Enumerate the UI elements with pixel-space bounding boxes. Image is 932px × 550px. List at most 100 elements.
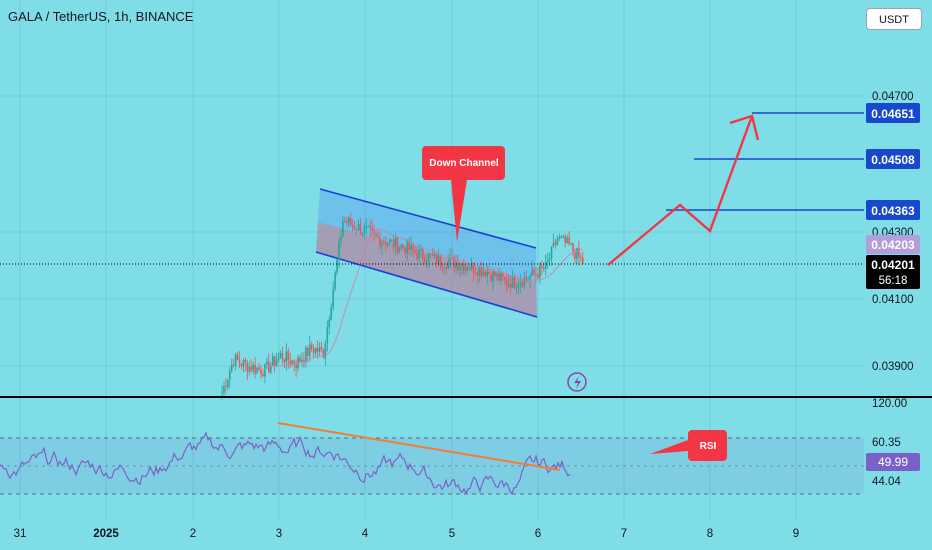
candle-body	[424, 258, 426, 263]
current-price-label: 0.04201 56:18	[866, 255, 920, 289]
rsi-current-text: 49.99	[878, 455, 908, 469]
time-tick-8: 8	[707, 528, 713, 540]
candle-body	[558, 236, 561, 239]
candle-body	[443, 267, 446, 269]
candle-body	[242, 359, 245, 367]
candle-body	[556, 238, 559, 245]
candle-body	[429, 253, 432, 255]
candle-body	[539, 265, 541, 278]
candle-body	[537, 274, 539, 278]
price-label-2: 0.04508	[866, 149, 920, 169]
candle-body	[349, 218, 352, 225]
candle-body	[312, 348, 315, 353]
candle-body	[248, 366, 251, 373]
time-tick-7: 7	[621, 528, 627, 540]
lightning-icon[interactable]	[567, 372, 587, 392]
candle-body	[570, 243, 572, 245]
candle-body	[258, 367, 260, 370]
candle-body	[230, 364, 233, 372]
down-channel-callout[interactable]: Down Channel	[422, 146, 505, 242]
candle-body	[227, 379, 229, 387]
candle-body	[357, 224, 360, 231]
candle-body	[412, 245, 414, 251]
candle-body	[451, 257, 453, 259]
candle-body	[463, 264, 465, 271]
price-label-3: 0.04363	[866, 200, 920, 220]
candle-body	[316, 348, 319, 352]
candle-body	[351, 224, 354, 226]
candle-body	[273, 356, 276, 366]
candle-body	[236, 354, 239, 360]
candle-body	[223, 385, 225, 393]
rsi-line	[0, 431, 571, 495]
price-label-ma-text: 0.04203	[871, 238, 915, 252]
candle-body	[320, 347, 323, 350]
candle-body	[492, 271, 494, 281]
candle-body	[390, 239, 393, 241]
candle-body	[402, 244, 405, 248]
candle-body	[580, 256, 582, 258]
rsi-level-top: 120.00	[872, 398, 907, 410]
candle-body	[254, 365, 256, 374]
candle-body	[383, 242, 385, 244]
candle-body	[507, 284, 510, 286]
candle-body	[314, 348, 317, 353]
candle-body	[232, 364, 235, 366]
rsi-callout[interactable]: RSI	[650, 430, 727, 461]
candle-body	[305, 347, 307, 362]
candle-body	[277, 356, 280, 361]
candle-body	[260, 369, 262, 375]
candle-body	[521, 282, 524, 287]
time-tick-4: 4	[362, 528, 369, 540]
price-tick-2: 0.04100	[872, 294, 914, 306]
candle-body	[496, 273, 498, 277]
rsi-level-upper: 60.35	[872, 437, 901, 449]
candle-body	[505, 279, 508, 286]
rsi-current-label: 49.99	[866, 453, 920, 471]
candle-body	[264, 363, 266, 377]
candle-body	[301, 359, 303, 362]
candle-body	[234, 354, 237, 366]
rsi-callout-label: RSI	[700, 441, 717, 452]
candle-body	[347, 218, 350, 224]
candle-body	[529, 276, 531, 280]
candle-body	[515, 287, 518, 289]
candle-body	[484, 271, 487, 277]
candle-body	[269, 365, 272, 373]
time-tick-3: 3	[276, 528, 282, 540]
candle-body	[513, 275, 516, 288]
candle-body	[445, 267, 448, 269]
candle-body	[439, 255, 442, 266]
price-label-1: 0.04651	[866, 103, 920, 123]
rsi-level-lower: 44.04	[872, 476, 901, 488]
candle-body	[275, 360, 278, 366]
candle-body	[365, 226, 368, 228]
candle-body	[572, 243, 574, 252]
projection-arrow	[607, 115, 754, 266]
candle-body	[398, 247, 401, 252]
candle-body	[416, 252, 418, 259]
candle-body	[431, 254, 434, 256]
candle-body	[281, 353, 284, 360]
candle-body	[336, 259, 338, 273]
grid	[0, 0, 864, 520]
candle-body	[225, 385, 227, 387]
candle-body	[562, 236, 565, 238]
candle-body	[346, 221, 348, 224]
candle-body	[498, 273, 500, 281]
candle-body	[418, 249, 420, 259]
candle-body	[519, 282, 522, 285]
currency-selector[interactable]: USDT	[866, 8, 922, 30]
candle-body	[307, 347, 309, 356]
time-tick-5: 5	[449, 528, 455, 540]
price-label-ma: 0.04203	[866, 235, 920, 254]
candle-body	[544, 261, 547, 270]
candle-body	[523, 277, 526, 287]
price-label-1-text: 0.04651	[871, 107, 915, 121]
candle-body	[326, 327, 329, 344]
candle-body	[396, 237, 399, 252]
candle-body	[283, 359, 286, 363]
candle-body	[359, 224, 362, 235]
candle-body	[533, 269, 535, 275]
